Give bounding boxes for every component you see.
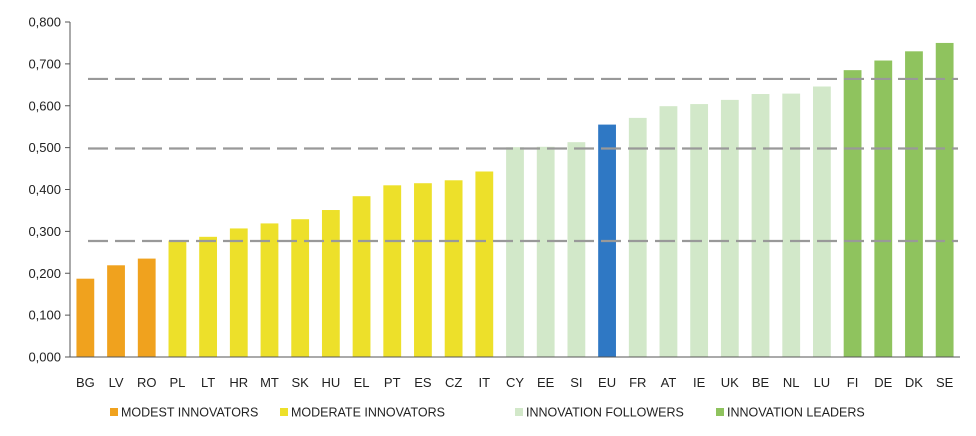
x-axis: BG LV RO PL LT HR MT SK HU EL PT ES CZ IT CY EE SI EU FR AT… <box>70 356 960 390</box>
x-tick-label: CY <box>506 375 524 390</box>
bar-it <box>475 171 494 357</box>
legend-swatch-leader <box>716 408 724 416</box>
x-tick-label: EE <box>537 375 555 390</box>
bar-ee <box>536 146 555 357</box>
bar-cz <box>444 180 463 357</box>
threshold-lines <box>88 77 958 243</box>
y-tick-label: 0,700 <box>28 56 61 71</box>
x-tick-label: FR <box>629 375 646 390</box>
bar-pl <box>168 240 187 357</box>
bar-ie <box>690 104 709 357</box>
bar-dk <box>905 51 923 357</box>
x-tick-label: LU <box>814 375 831 390</box>
bar-el <box>352 196 371 357</box>
bar-at <box>659 106 678 357</box>
x-tick-label: BG <box>76 375 95 390</box>
bar-nl <box>782 93 801 357</box>
legend: MODEST INNOVATORS MODERATE INNOVATORS INNO… <box>110 406 865 420</box>
x-tick-label: RO <box>137 375 157 390</box>
bar-ro <box>137 258 156 357</box>
x-tick-label: PT <box>384 375 401 390</box>
bar-fi <box>843 70 862 357</box>
bar-be <box>751 94 770 358</box>
bar-se <box>935 42 954 357</box>
x-tick-label: BE <box>752 375 770 390</box>
bar-es <box>414 183 432 357</box>
bars <box>76 42 954 358</box>
x-tick-label: MT <box>260 375 279 390</box>
legend-swatch-modest <box>110 408 118 416</box>
legend-label-leader: INNOVATION LEADERS <box>727 406 865 420</box>
x-tick-label: EL <box>354 375 370 390</box>
y-tick-label: 0,800 <box>28 15 61 30</box>
legend-label-modest: MODEST INNOVATORS <box>121 406 258 420</box>
x-tick-label: HU <box>321 375 340 390</box>
bar-hr <box>229 228 248 357</box>
y-tick-label: 0,200 <box>28 266 61 281</box>
bar-pt <box>383 185 402 357</box>
bar-mt <box>260 223 279 357</box>
legend-label-follower: INNOVATION FOLLOWERS <box>526 406 684 420</box>
y-axis: 0,000 0,100 0,200 0,300 0,400 0,500 0,600 0,700… <box>28 15 71 365</box>
x-tick-label: SE <box>936 375 954 390</box>
x-tick-label: LT <box>201 375 215 390</box>
x-tick-label: ES <box>414 375 432 390</box>
x-tick-label: AT <box>661 375 677 390</box>
x-tick-label: UK <box>721 375 739 390</box>
x-tick-label: LV <box>109 375 124 390</box>
bar-de <box>874 60 893 358</box>
x-tick-label: EU <box>598 375 616 390</box>
y-tick-label: 0,000 <box>28 350 61 365</box>
legend-label-moderate: MODERATE INNOVATORS <box>291 406 445 420</box>
x-tick-label: DK <box>905 375 923 390</box>
bar-fr <box>628 117 647 357</box>
y-tick-label: 0,100 <box>28 308 61 323</box>
x-tick-label: HR <box>229 375 248 390</box>
bar-lt <box>199 236 218 357</box>
bar-lu <box>812 86 831 358</box>
x-tick-label: SK <box>292 375 310 390</box>
x-tick-label: IE <box>693 375 706 390</box>
legend-swatch-moderate <box>280 408 288 416</box>
x-tick-label: NL <box>783 375 800 390</box>
x-tick-label: IT <box>479 375 491 390</box>
bar-uk <box>720 99 739 357</box>
x-tick-label: PL <box>169 375 185 390</box>
bar-hu <box>321 210 340 357</box>
y-tick-label: 0,300 <box>28 224 61 239</box>
x-tick-label: FI <box>847 375 859 390</box>
x-tick-label: DE <box>874 375 892 390</box>
x-tick-label: CZ <box>445 375 462 390</box>
bar-si <box>567 142 586 357</box>
y-tick-label: 0,500 <box>28 140 61 155</box>
bar-bg <box>76 278 95 357</box>
bar-lv <box>107 265 125 357</box>
bar-cy <box>506 147 524 357</box>
y-tick-label: 0,600 <box>28 98 61 113</box>
x-tick-label: SI <box>570 375 582 390</box>
y-tick-label: 0,400 <box>28 182 61 197</box>
bar-sk <box>291 219 310 357</box>
legend-swatch-follower <box>515 408 523 416</box>
